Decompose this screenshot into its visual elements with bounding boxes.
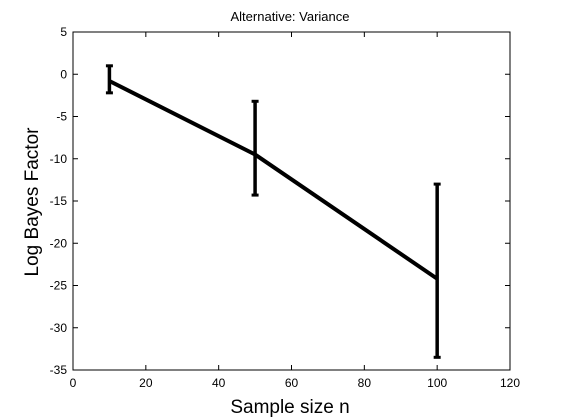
y-tick-label: 5: [60, 25, 67, 39]
x-axis-label: Sample size n: [230, 397, 349, 418]
x-tick-label: 0: [70, 376, 77, 390]
y-tick-label: -35: [50, 363, 68, 377]
y-tick-label: -10: [50, 152, 68, 166]
x-tick-label: 120: [500, 376, 520, 390]
series-group: [105, 64, 441, 359]
chart-title: Alternative: Variance: [231, 9, 350, 24]
y-tick-label: 0: [60, 67, 67, 81]
y-tick-label: -30: [50, 321, 68, 335]
y-tick-label: -5: [56, 110, 67, 124]
x-tick-label: 40: [212, 376, 226, 390]
y-tick-label: -20: [50, 236, 68, 250]
x-tick-label: 60: [285, 376, 299, 390]
y-tick-label: -25: [50, 279, 68, 293]
x-tick-label: 80: [358, 376, 372, 390]
x-tick-label: 100: [427, 376, 447, 390]
x-tick-labels: 0 20 40 60 80 100 120: [70, 376, 521, 390]
axis-ticks: [72, 31, 511, 371]
y-axis-label: Log Bayes Factor: [22, 127, 43, 277]
y-tick-label: -15: [50, 194, 68, 208]
x-tick-label: 20: [139, 376, 153, 390]
y-tick-labels: 5 0 -5 -10 -15 -20 -25 -30 -35: [50, 25, 68, 377]
plot-area: [72, 31, 511, 371]
